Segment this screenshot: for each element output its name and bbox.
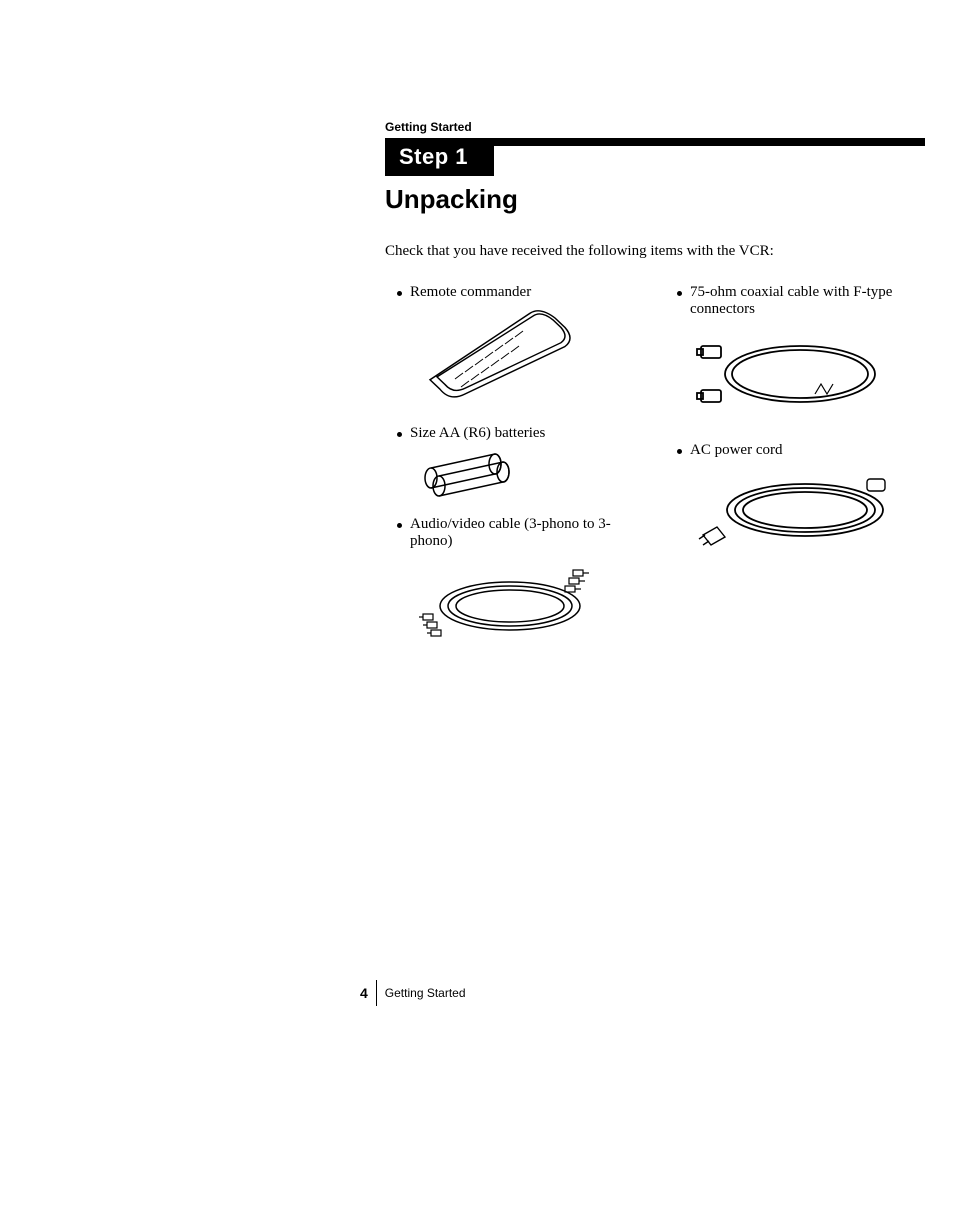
item-text: Remote commander bbox=[410, 284, 531, 301]
section-label: Getting Started bbox=[385, 120, 925, 134]
footer-section: Getting Started bbox=[385, 986, 466, 1000]
batteries-icon bbox=[415, 448, 525, 498]
footer-separator bbox=[376, 980, 377, 1006]
item-remote: Remote commander bbox=[385, 284, 645, 407]
remote-commander-icon bbox=[415, 307, 585, 407]
item-av-cable: Audio/video cable (3-phono to 3-phono) bbox=[385, 516, 645, 646]
bullet-icon bbox=[677, 449, 682, 454]
item-batteries: Size AA (R6) batteries bbox=[385, 425, 645, 498]
page-title: Unpacking bbox=[385, 184, 925, 215]
item-text: 75-ohm coaxial cable with F-type connect… bbox=[690, 284, 925, 318]
right-column: 75-ohm coaxial cable with F-type connect… bbox=[665, 284, 925, 664]
av-cable-icon bbox=[415, 556, 595, 646]
item-label: Audio/video cable (3-phono to 3-phono) bbox=[385, 516, 645, 550]
item-text: AC power cord bbox=[690, 442, 782, 459]
item-ac-cord: AC power cord bbox=[665, 442, 925, 555]
bullet-icon bbox=[397, 432, 402, 437]
manual-page: Getting Started Step 1 Unpacking Check t… bbox=[385, 120, 925, 664]
item-label: AC power cord bbox=[665, 442, 925, 459]
bullet-icon bbox=[677, 291, 682, 296]
page-number: 4 bbox=[360, 985, 376, 1001]
page-footer: 4 Getting Started bbox=[360, 980, 466, 1006]
bullet-icon bbox=[397, 291, 402, 296]
item-label: Remote commander bbox=[385, 284, 645, 301]
item-text: Audio/video cable (3-phono to 3-phono) bbox=[410, 516, 645, 550]
header-rule bbox=[494, 138, 925, 146]
ac-cord-icon bbox=[695, 465, 895, 555]
coax-cable-icon bbox=[695, 324, 885, 424]
step-box: Step 1 bbox=[385, 138, 494, 176]
left-column: Remote commander bbox=[385, 284, 645, 664]
bullet-icon bbox=[397, 523, 402, 528]
intro-text: Check that you have received the followi… bbox=[385, 243, 925, 260]
item-coax: 75-ohm coaxial cable with F-type connect… bbox=[665, 284, 925, 424]
item-label: Size AA (R6) batteries bbox=[385, 425, 645, 442]
item-columns: Remote commander bbox=[385, 284, 925, 664]
header-bar: Step 1 bbox=[385, 138, 925, 176]
item-text: Size AA (R6) batteries bbox=[410, 425, 545, 442]
item-label: 75-ohm coaxial cable with F-type connect… bbox=[665, 284, 925, 318]
